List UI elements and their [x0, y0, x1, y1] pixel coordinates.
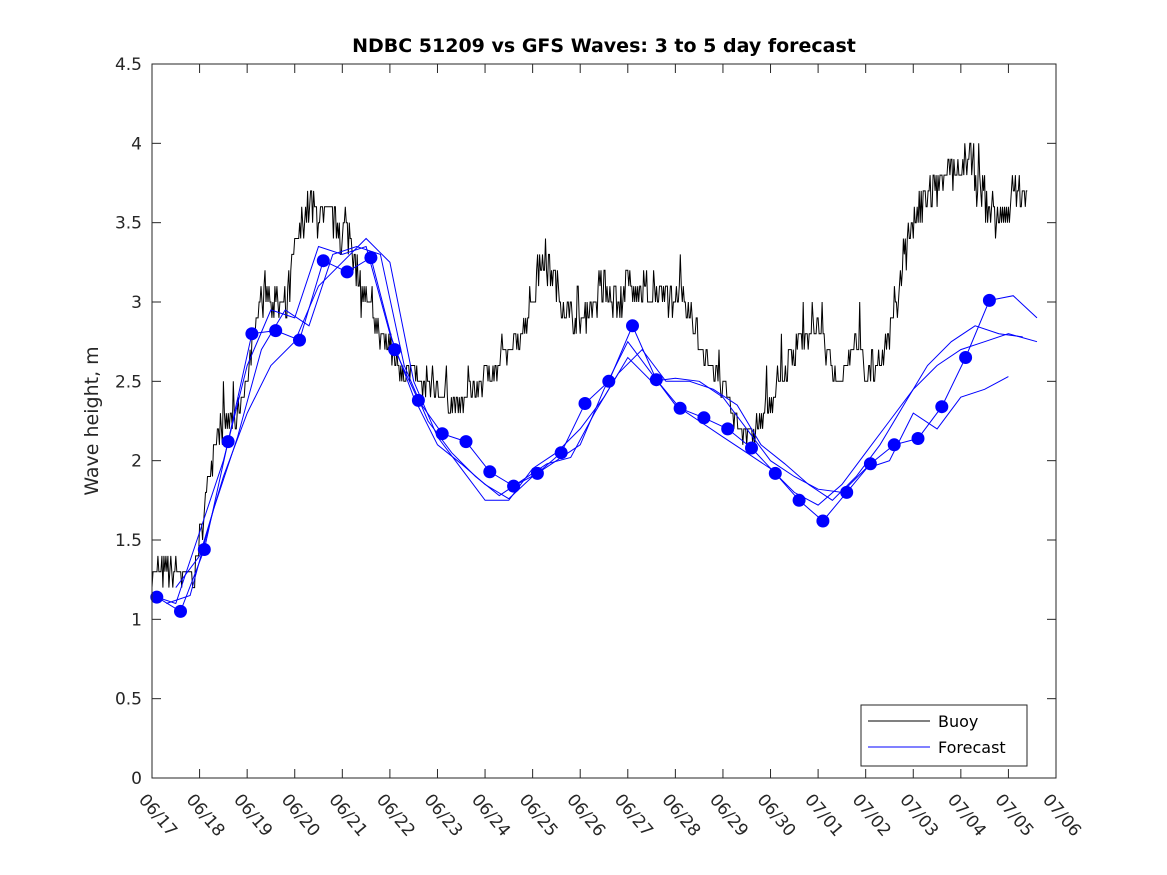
forecast-marker: [982, 293, 996, 307]
x-tick-label: 07/06: [1038, 790, 1085, 840]
forecast-marker: [792, 493, 806, 507]
forecast-marker: [626, 319, 639, 333]
forecast-marker: [293, 333, 306, 347]
x-tick-label: 06/26: [562, 790, 609, 840]
forecast-marker: [602, 374, 616, 388]
legend: Buoy Forecast: [860, 704, 1028, 767]
chart-title: NDBC 51209 vs GFS Waves: 3 to 5 day fore…: [352, 35, 856, 57]
x-tick-label: 06/29: [705, 790, 752, 840]
forecast-marker: [935, 400, 949, 414]
y-tick-label: 0.5: [115, 690, 142, 710]
forecast-marker: [174, 604, 187, 618]
x-tick-label: 07/03: [895, 790, 942, 840]
y-tick-label: 1.5: [115, 531, 142, 551]
x-tick-label: 06/25: [515, 790, 562, 840]
forecast-markers: [150, 251, 996, 618]
plot-area: [152, 64, 1056, 778]
y-tick-label: 0: [131, 769, 142, 789]
buoy-line: [151, 142, 1028, 589]
forecast-marker: [816, 514, 830, 528]
y-axis-ticks: 0 0.5 1 1.5 2 2.5 3 3.5 4 4.5: [115, 55, 1056, 789]
forecast-marker: [578, 397, 592, 410]
x-tick-label: 07/05: [991, 790, 1038, 840]
forecast-marker: [150, 590, 164, 604]
forecast-marker: [530, 466, 544, 480]
x-tick-label: 06/17: [134, 790, 181, 840]
x-tick-label: 06/22: [372, 790, 419, 840]
forecast-marker: [887, 438, 901, 452]
x-tick-label: 06/18: [182, 790, 229, 840]
forecast-marker: [911, 432, 925, 445]
y-tick-label: 3: [131, 293, 142, 313]
forecast-marker: [316, 254, 330, 268]
forecast-marker: [340, 265, 354, 279]
x-tick-label: 06/20: [277, 790, 324, 840]
forecast-marker: [768, 466, 782, 480]
forecast-marker: [245, 327, 259, 341]
y-tick-label: 1: [131, 610, 142, 630]
buoy-series: [151, 142, 1028, 589]
x-tick-label: 07/04: [943, 790, 990, 840]
forecast-marker: [483, 465, 497, 479]
x-tick-label: 06/24: [467, 790, 514, 840]
forecast-marker: [697, 411, 711, 425]
forecast-marker: [745, 441, 758, 455]
x-tick-label: 06/30: [753, 790, 800, 840]
forecast-marker: [364, 251, 378, 265]
forecast-marker: [863, 457, 877, 471]
plot-frame: [151, 63, 1057, 779]
x-tick-label: 06/19: [229, 790, 276, 840]
x-tick-label: 06/23: [420, 790, 467, 840]
forecast-marker: [554, 446, 568, 460]
forecast-marker: [197, 543, 211, 556]
x-tick-label: 06/27: [610, 790, 657, 840]
forecast-line-3: [166, 245, 1023, 604]
legend-buoy-label: Buoy: [938, 712, 978, 731]
forecast-marker: [507, 479, 521, 493]
x-tick-label: 06/28: [658, 790, 705, 840]
forecast-marker: [840, 485, 854, 499]
y-axis-label: Wave height, m: [81, 346, 103, 495]
legend-box: [860, 704, 1028, 767]
forecast-marker: [411, 393, 425, 407]
y-tick-label: 2.5: [115, 372, 142, 392]
legend-forecast-label: Forecast: [938, 738, 1006, 757]
x-tick-label: 06/21: [324, 790, 371, 840]
forecast-marker: [649, 373, 663, 387]
forecast-marker: [388, 343, 402, 357]
forecast-marker: [435, 427, 449, 441]
forecast-marker: [673, 401, 687, 415]
y-tick-label: 4.5: [115, 55, 142, 75]
x-tick-label: 07/01: [800, 790, 847, 840]
x-tick-label: 07/02: [848, 790, 895, 840]
forecast-marker: [959, 351, 973, 364]
y-tick-label: 3.5: [115, 214, 142, 234]
y-tick-label: 4: [131, 134, 142, 154]
forecast-marker: [269, 324, 283, 338]
forecast-marker: [221, 435, 235, 449]
forecast-marker: [459, 435, 473, 449]
y-tick-label: 2: [131, 452, 142, 472]
forecast-marker: [721, 422, 735, 436]
